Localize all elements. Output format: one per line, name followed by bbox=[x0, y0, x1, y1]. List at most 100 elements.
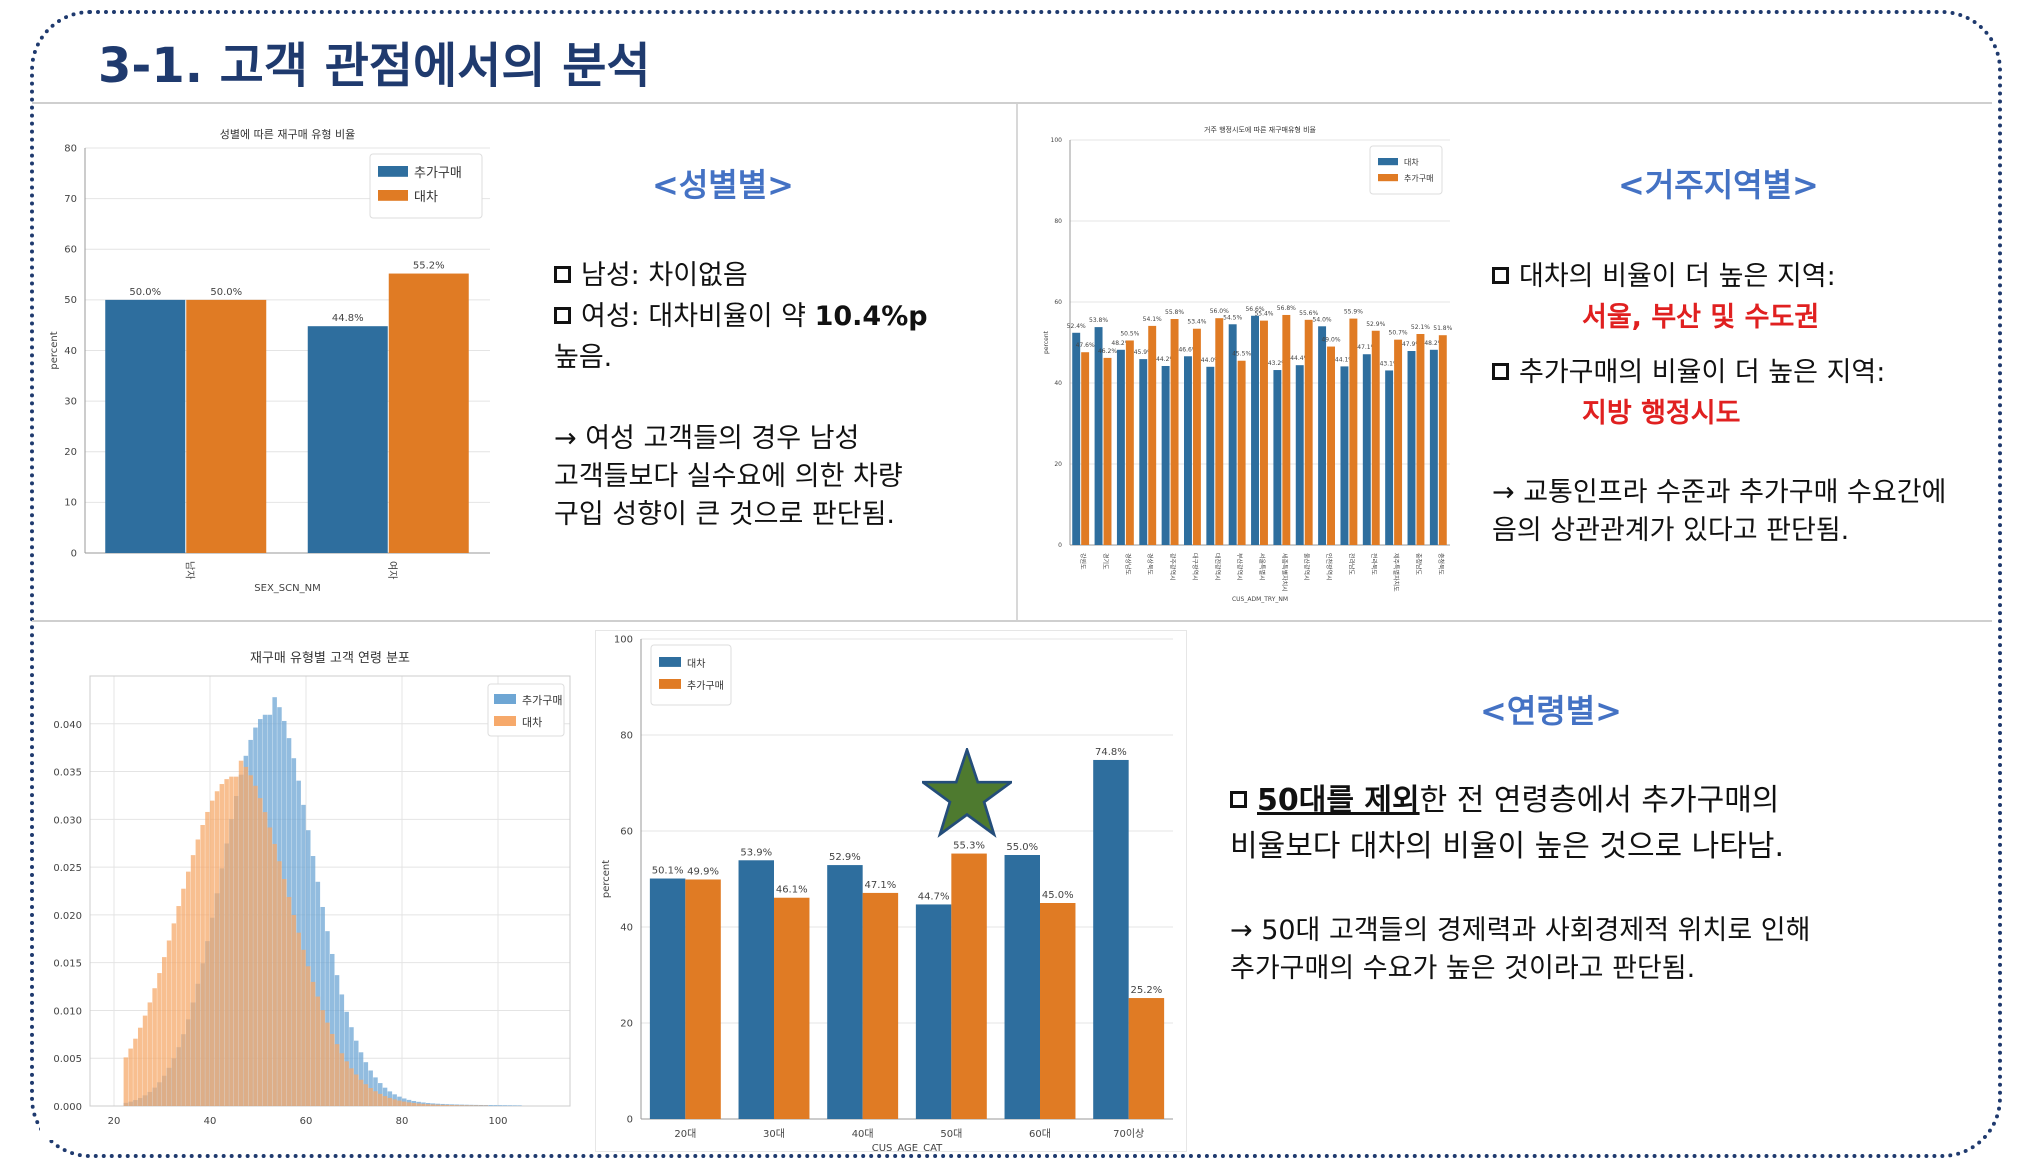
bar bbox=[1305, 320, 1313, 545]
histogram-bar bbox=[316, 997, 321, 1106]
x-tick-label: 20대 bbox=[674, 1128, 696, 1140]
data-label: 55.2% bbox=[413, 261, 445, 272]
data-label: 45.0% bbox=[1042, 890, 1074, 901]
histogram-bar bbox=[469, 1105, 474, 1106]
x-tick-label: 울산광역시 bbox=[1303, 553, 1311, 581]
histogram-bar bbox=[460, 1105, 465, 1106]
histogram-bar bbox=[450, 1105, 455, 1106]
checkbox-icon bbox=[554, 266, 571, 283]
data-label: 44.8% bbox=[332, 313, 364, 324]
bar bbox=[1171, 319, 1179, 545]
bar bbox=[1439, 335, 1447, 545]
legend-label: 추가구매 bbox=[522, 694, 562, 707]
bar bbox=[1349, 319, 1357, 545]
x-tick-label: 제주특별자치도 bbox=[1392, 553, 1400, 592]
bar bbox=[1162, 366, 1170, 545]
y-tick-label: 50 bbox=[64, 295, 77, 306]
x-tick-label: 경상남도 bbox=[1124, 553, 1132, 576]
x-tick-label: 30대 bbox=[763, 1128, 785, 1140]
bar bbox=[1340, 366, 1348, 545]
star-icon bbox=[922, 748, 1012, 838]
histogram-bar bbox=[508, 1105, 512, 1106]
bar bbox=[1193, 329, 1201, 545]
bar bbox=[827, 865, 862, 1119]
bar bbox=[1327, 347, 1335, 545]
legend-label: 대차 bbox=[687, 658, 705, 670]
y-tick-label: 0.000 bbox=[53, 1102, 82, 1113]
checkbox-icon bbox=[1492, 267, 1509, 284]
data-label: 55.8% bbox=[1165, 309, 1184, 316]
gender-heading: <성별별> bbox=[652, 160, 794, 206]
age-bar-chart: 02040608010050.1% 49.9%20대53.9%46.1%30대52… bbox=[595, 630, 1187, 1152]
histogram-bar bbox=[205, 812, 210, 1106]
bar bbox=[1416, 334, 1424, 545]
data-label: 55.4% bbox=[1254, 311, 1273, 318]
histogram-bar bbox=[421, 1104, 426, 1106]
region-line2-value: 지방 행정시도 bbox=[1492, 393, 1885, 434]
bar bbox=[1206, 367, 1214, 545]
age-line2: 비율보다 대차의 비율이 높은 것으로 나타남. bbox=[1230, 824, 1784, 870]
x-tick-label: 50대 bbox=[940, 1128, 962, 1140]
y-axis-label: percent bbox=[1043, 330, 1050, 354]
histogram-bar bbox=[340, 1053, 345, 1106]
data-label: 52.9% bbox=[829, 852, 861, 863]
data-label: 44.7% bbox=[918, 891, 950, 902]
region-note2: 음의 상관관계가 있다고 판단됨. bbox=[1492, 512, 1946, 550]
checkbox-icon bbox=[1492, 363, 1509, 380]
histogram-bar bbox=[138, 1028, 143, 1106]
bar bbox=[1394, 340, 1402, 545]
y-tick-label: 60 bbox=[64, 245, 77, 256]
age-text-block: 50대를 제외한 전 연령층에서 추가구매의 비율보다 대차의 비율이 높은 것… bbox=[1230, 778, 1784, 870]
data-label: 54.5% bbox=[1223, 314, 1242, 321]
data-label: 46.2% bbox=[1098, 348, 1117, 355]
histogram-bar bbox=[301, 950, 306, 1106]
x-tick-label: 부산광역시 bbox=[1236, 553, 1244, 581]
chart-title: 재구매 유형별 고객 연령 분포 bbox=[250, 651, 410, 666]
histogram-bar bbox=[196, 839, 201, 1106]
region-note1: → 교통인프라 수준과 추가구매 수요간에 bbox=[1492, 474, 1946, 512]
row-divider bbox=[32, 620, 1992, 622]
histogram-bar bbox=[167, 940, 172, 1106]
histogram-bar bbox=[292, 915, 297, 1106]
y-tick-label: 10 bbox=[64, 498, 77, 509]
bar bbox=[1296, 365, 1304, 545]
title-divider bbox=[32, 102, 1992, 104]
x-tick-label: 60대 bbox=[1029, 1128, 1051, 1140]
histogram-bar bbox=[162, 957, 167, 1106]
gender-line1: 남성: 차이없음 bbox=[581, 260, 748, 291]
legend-swatch bbox=[494, 694, 516, 704]
bar bbox=[1139, 359, 1147, 545]
x-tick-label: 서울특별시 bbox=[1258, 553, 1266, 581]
bar bbox=[1372, 331, 1380, 545]
bar bbox=[1040, 903, 1075, 1119]
y-tick-label: 30 bbox=[64, 396, 77, 407]
histogram-bar bbox=[383, 1096, 388, 1106]
histogram-bar bbox=[426, 1104, 431, 1106]
x-tick-label: 20 bbox=[108, 1116, 121, 1127]
bar bbox=[1430, 350, 1438, 545]
histogram-bar bbox=[488, 1105, 493, 1106]
y-tick-label: 80 bbox=[64, 143, 77, 154]
data-label: 49.0% bbox=[1321, 337, 1340, 344]
x-tick-label: 대구광역시 bbox=[1191, 553, 1199, 581]
histogram-bar bbox=[364, 1084, 369, 1106]
histogram-bar bbox=[354, 1074, 359, 1106]
x-tick-label: 경기도 bbox=[1102, 553, 1110, 570]
x-axis-label: SEX_SCN_NM bbox=[254, 583, 320, 594]
data-label: 53.4% bbox=[1187, 319, 1206, 326]
histogram-bar bbox=[455, 1105, 460, 1106]
histogram-bar bbox=[479, 1105, 484, 1106]
legend-label: 추가구매 bbox=[1404, 174, 1433, 183]
bar bbox=[1184, 356, 1192, 545]
histogram-bar bbox=[229, 777, 234, 1106]
y-tick-label: 0.030 bbox=[53, 815, 82, 826]
bar bbox=[105, 300, 185, 553]
region-text-block: 대차의 비율이 더 높은 지역: 서울, 부산 및 수도권 추가구매의 비율이 … bbox=[1492, 256, 1885, 434]
x-tick-label: 남자 bbox=[183, 561, 195, 579]
histogram-bar bbox=[325, 1023, 330, 1106]
gender-text-block: 남성: 차이없음 여성: 대차비율이 약 10.4%p 높음. bbox=[554, 255, 928, 378]
x-tick-label: 100 bbox=[488, 1116, 507, 1127]
histogram-bar bbox=[268, 827, 273, 1106]
x-tick-label: 전라북도 bbox=[1370, 553, 1378, 576]
bar bbox=[1117, 350, 1125, 545]
